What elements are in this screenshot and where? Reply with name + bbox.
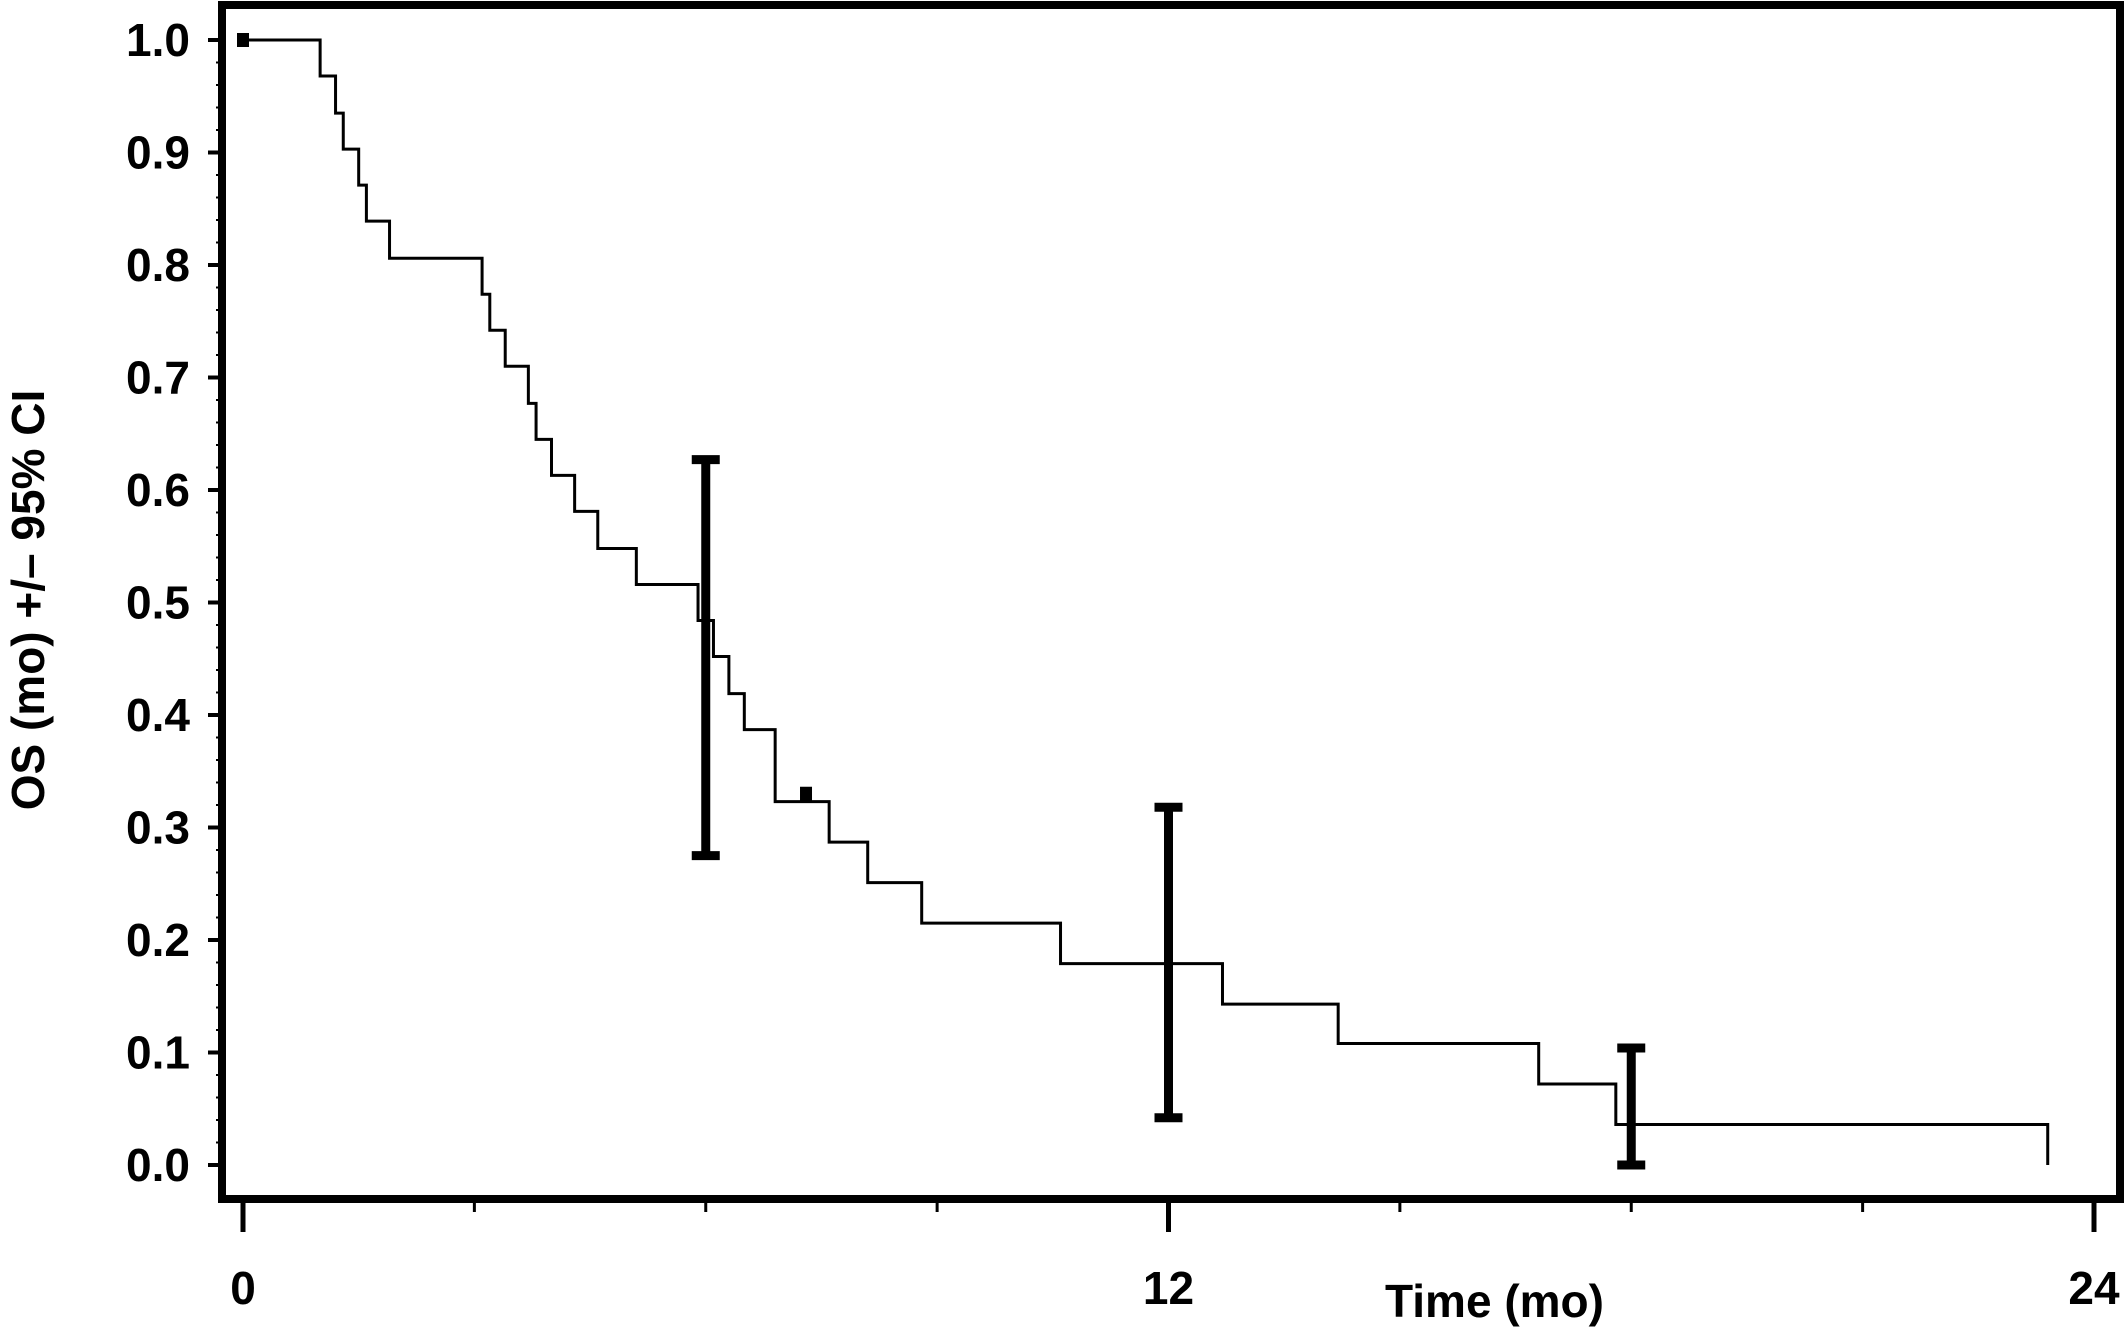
y-tick-label: 0.2 bbox=[126, 914, 190, 966]
y-tick-label: 0.3 bbox=[126, 802, 190, 854]
y-tick-label: 1.0 bbox=[126, 14, 190, 66]
ci-error-bar bbox=[1617, 1043, 1646, 1170]
x-axis: 0 12 24 bbox=[230, 1197, 2120, 1314]
ci-error-bar bbox=[1154, 802, 1183, 1123]
y-minor-ticks bbox=[216, 61, 226, 1144]
plot-area bbox=[237, 33, 2050, 1170]
y-tick-label: 0.1 bbox=[126, 1027, 190, 1079]
y-tick-label: 0.4 bbox=[126, 689, 190, 741]
y-tick-label: 0.6 bbox=[126, 464, 190, 516]
y-tick-label: 0.5 bbox=[126, 577, 190, 629]
y-tick-label: 0.9 bbox=[126, 127, 190, 179]
x-axis-title: Time (mo) bbox=[1385, 1275, 1604, 1327]
y-axis-title: OS (mo) +/– 95% CI bbox=[2, 390, 54, 811]
censor-mark bbox=[800, 786, 813, 801]
y-axis: 0.0 0.1 0.2 0.3 0.4 0.5 0.6 0.7 0.8 0.9 1.0 bbox=[126, 14, 226, 1191]
y-tick-label: 0.7 bbox=[126, 352, 190, 404]
y-tick-label: 0.0 bbox=[126, 1139, 190, 1191]
ci-error-bar bbox=[691, 455, 720, 861]
y-tick-label: 0.8 bbox=[126, 239, 190, 291]
censor-mark bbox=[237, 33, 249, 47]
survival-step-line bbox=[243, 38, 2050, 1165]
x-tick-label: 12 bbox=[1143, 1262, 1194, 1314]
x-tick-label: 24 bbox=[2068, 1262, 2120, 1314]
x-tick-label: 0 bbox=[230, 1262, 256, 1314]
